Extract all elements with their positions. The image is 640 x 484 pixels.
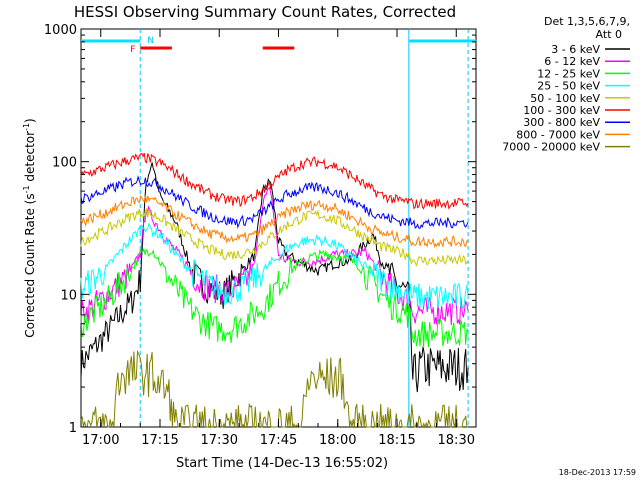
legend-label: 3 - 6 keV — [551, 43, 600, 56]
flag-label-f: F — [130, 45, 135, 55]
legend-header-line-1: Det 1,3,5,6,7,9, — [544, 15, 630, 28]
legend-label: 300 - 800 keV — [523, 116, 600, 129]
x-tick-label: 18:15 — [378, 433, 415, 448]
legend-label: 800 - 7000 keV — [516, 128, 600, 141]
x-tick-label: 18:30 — [438, 433, 475, 448]
y-tick-label: 10 — [60, 288, 77, 303]
x-tick-label: 18:00 — [319, 433, 356, 448]
y-tick-label: 1 — [69, 421, 77, 436]
series-line-800-7000-kev — [80, 195, 469, 249]
x-tick-label: 17:00 — [82, 433, 119, 448]
series-line-300-800-kev — [80, 175, 469, 230]
series-line-100-300-kev — [80, 152, 469, 210]
series-line-12-25-kev — [80, 247, 469, 348]
x-axis-label: Start Time (14-Dec-13 16:55:02) — [176, 456, 388, 471]
timestamp: 18-Dec-2013 17:59 — [559, 468, 636, 477]
flag-label-n: N — [147, 36, 154, 46]
legend-label: 50 - 100 keV — [530, 92, 600, 105]
legend-label: 100 - 300 keV — [523, 104, 600, 117]
y-axis-label: Corrected Count Rate (s-1 detector-1) — [22, 118, 37, 337]
x-tick-label: 17:30 — [201, 433, 238, 448]
legend-label: 7000 - 20000 keV — [502, 141, 600, 154]
chart-title: HESSI Observing Summary Count Rates, Cor… — [74, 3, 456, 21]
legend-label: 25 - 50 keV — [537, 80, 600, 93]
series-line-50-100-kev — [80, 207, 469, 267]
y-tick-label: 1000 — [44, 23, 77, 38]
y-tick-label: 100 — [52, 156, 77, 171]
series-line-25-50-kev — [80, 223, 469, 310]
legend-header-line-2: Att 0 — [596, 28, 622, 41]
series-line-7000-20000-kev — [80, 349, 469, 429]
legend-label: 6 - 12 keV — [544, 55, 600, 68]
x-tick-label: 17:45 — [260, 433, 297, 448]
legend-label: 12 - 25 keV — [537, 67, 600, 80]
x-tick-label: 17:15 — [141, 433, 178, 448]
